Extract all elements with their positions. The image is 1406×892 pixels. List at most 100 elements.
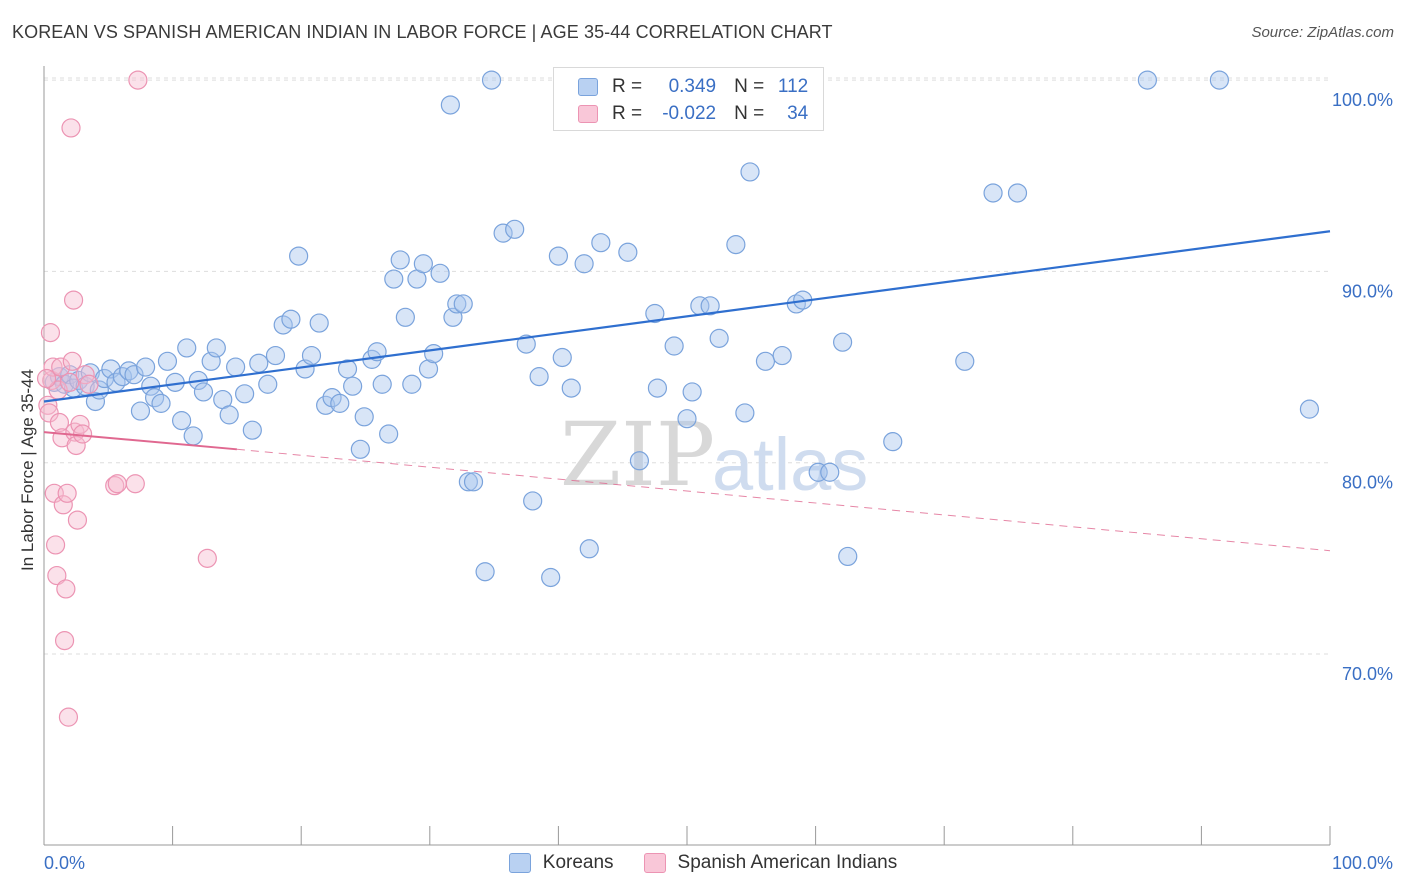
korean-point-45 bbox=[322, 388, 342, 408]
korean-point-95 bbox=[735, 403, 755, 423]
spanish-point-27 bbox=[79, 374, 99, 394]
x-tick-label-min: 0.0% bbox=[44, 853, 85, 873]
korean-point-23 bbox=[172, 411, 192, 431]
korean-point-35 bbox=[249, 353, 269, 373]
y-tick-label-70: 70.0% bbox=[1342, 664, 1393, 684]
koreans-n-value: 112 bbox=[777, 76, 809, 97]
korean-point-63 bbox=[430, 263, 450, 283]
y-axis-label: In Labor Force | Age 35-44 bbox=[18, 369, 37, 571]
korean-trend-line bbox=[43, 230, 1331, 403]
korean-point-86 bbox=[645, 303, 665, 324]
korean-point-111 bbox=[1299, 399, 1320, 419]
spanish-point-30 bbox=[125, 474, 145, 494]
korean-point-105 bbox=[883, 432, 903, 452]
korean-point-53 bbox=[372, 374, 392, 394]
points-layer bbox=[36, 70, 1320, 727]
korean-point-16 bbox=[130, 401, 151, 421]
korean-point-61 bbox=[418, 359, 439, 379]
korean-point-78 bbox=[548, 246, 569, 266]
korean-point-107 bbox=[983, 183, 1003, 203]
korean-point-42 bbox=[301, 345, 322, 366]
spanish-point-13 bbox=[54, 631, 75, 651]
legend-spanish-swatch bbox=[643, 853, 666, 873]
korean-point-89 bbox=[677, 409, 697, 429]
spanish-point-9 bbox=[49, 412, 70, 433]
korean-point-40 bbox=[289, 246, 309, 266]
korean-point-94 bbox=[726, 235, 746, 255]
korean-point-108 bbox=[1007, 183, 1028, 203]
spanish-n-value: 34 bbox=[787, 103, 809, 124]
stats-legend: R = 0.349 N = 112 R = -0.022 N = 34 bbox=[553, 67, 824, 131]
spanish-point-14 bbox=[56, 579, 76, 599]
spanish-point-2 bbox=[40, 323, 61, 343]
spanish-point-22 bbox=[66, 435, 86, 456]
koreans-r-value: 0.349 bbox=[668, 76, 717, 97]
spanish-point-23 bbox=[67, 510, 88, 530]
korean-point-34 bbox=[242, 420, 262, 440]
spanish-r-label: R = bbox=[612, 103, 643, 124]
spanish-point-26 bbox=[75, 365, 95, 385]
korean-point-57 bbox=[395, 307, 415, 327]
watermark: ZIP atlas bbox=[560, 403, 868, 506]
korean-point-85 bbox=[629, 451, 650, 471]
korean-point-47 bbox=[337, 359, 358, 379]
korean-point-74 bbox=[516, 334, 536, 354]
chart-title: KOREAN VS SPANISH AMERICAN INDIAN IN LAB… bbox=[12, 22, 833, 42]
korean-point-32 bbox=[226, 357, 246, 377]
korean-point-43 bbox=[309, 313, 329, 333]
korean-point-62 bbox=[424, 344, 444, 364]
korean-point-87 bbox=[647, 378, 668, 398]
korean-point-27 bbox=[193, 382, 214, 402]
legend-koreans-swatch bbox=[508, 853, 531, 873]
korean-point-37 bbox=[265, 345, 286, 366]
korean-point-103 bbox=[833, 332, 853, 352]
watermark-atlas: atlas bbox=[712, 423, 868, 506]
korean-point-60 bbox=[413, 254, 433, 274]
korean-point-58 bbox=[402, 374, 422, 394]
korean-point-70 bbox=[475, 562, 495, 582]
korean-point-83 bbox=[591, 233, 611, 253]
korean-point-109 bbox=[1137, 70, 1157, 90]
korean-point-20 bbox=[151, 393, 171, 413]
korean-point-64 bbox=[440, 95, 460, 115]
korean-point-67 bbox=[453, 294, 473, 314]
korean-point-50 bbox=[354, 407, 374, 427]
spanish-point-32 bbox=[197, 548, 217, 568]
spanish-trend-line bbox=[43, 431, 237, 451]
axes-layer bbox=[43, 66, 1331, 846]
korean-point-49 bbox=[350, 439, 370, 459]
spanish-trend-extension bbox=[236, 448, 1331, 552]
spanish-point-15 bbox=[57, 483, 77, 503]
korean-point-39 bbox=[281, 309, 301, 329]
korean-point-101 bbox=[808, 462, 828, 482]
korean-point-54 bbox=[379, 424, 399, 444]
spanish-point-12 bbox=[53, 495, 73, 515]
korean-point-84 bbox=[618, 242, 638, 262]
spanish-point-7 bbox=[47, 565, 67, 586]
legend-spanish-label: Spanish American Indians bbox=[677, 852, 898, 873]
spanish-point-29 bbox=[107, 474, 127, 494]
korean-point-29 bbox=[206, 338, 226, 358]
koreans-n-label: N = bbox=[734, 76, 765, 97]
spanish-point-6 bbox=[45, 535, 66, 555]
y-tick-label-90: 90.0% bbox=[1342, 281, 1393, 301]
koreans-r-label: R = bbox=[612, 76, 643, 97]
y-tick-label-100: 100.0% bbox=[1332, 90, 1393, 110]
spanish-point-20 bbox=[63, 290, 84, 310]
spanish-swatch bbox=[578, 105, 598, 123]
korean-point-21 bbox=[157, 351, 178, 371]
legend-row-spanish: R = -0.022 N = 34 bbox=[578, 101, 808, 127]
korean-point-98 bbox=[772, 345, 792, 366]
source-label: Source: ZipAtlas.com bbox=[1251, 24, 1394, 41]
legend-item-spanish: Spanish American Indians bbox=[643, 852, 898, 874]
korean-point-92 bbox=[700, 296, 720, 316]
korean-point-38 bbox=[273, 315, 293, 335]
korean-point-48 bbox=[343, 376, 363, 396]
legend-row-koreans: R = 0.349 N = 112 bbox=[578, 74, 808, 100]
korean-point-88 bbox=[664, 336, 684, 356]
korean-point-82 bbox=[579, 539, 599, 559]
korean-point-110 bbox=[1209, 70, 1230, 90]
korean-point-96 bbox=[740, 162, 760, 182]
spanish-point-16 bbox=[58, 707, 79, 727]
series-legend: Koreans Spanish American Indians bbox=[0, 852, 1406, 874]
